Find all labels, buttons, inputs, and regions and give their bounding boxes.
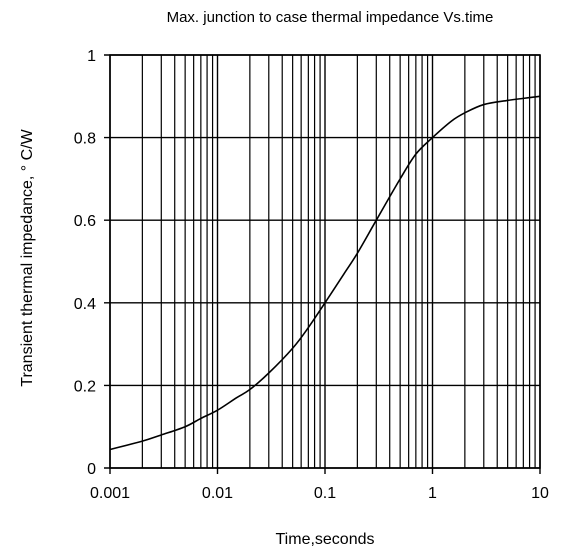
y-tick-label: 0.8	[74, 131, 96, 148]
plot-frame	[109, 54, 541, 469]
x-tick-label: 0.1	[314, 485, 336, 502]
minor-gridlines	[141, 55, 536, 468]
x-tick-label: 1	[428, 485, 437, 502]
y-tick-label: 0	[87, 461, 96, 478]
x-axis-label: Time,seconds	[276, 531, 375, 548]
impedance-curve	[109, 95, 541, 451]
y-tick-labels: 0 0.2 0.4 0.6 0.8 1	[74, 48, 96, 478]
y-axis-label: Transient thermal impedance, ° C/W	[19, 128, 36, 386]
x-tick-labels: 0.001 0.01 0.1 1 10	[90, 485, 549, 502]
y-tick-label: 0.4	[74, 296, 96, 313]
x-tick-label: 0.01	[202, 485, 233, 502]
x-tick-label: 10	[531, 485, 549, 502]
y-tick-label: 0.6	[74, 213, 96, 230]
y-tick-label: 0.2	[74, 378, 96, 395]
y-tick-label: 1	[87, 48, 96, 65]
major-gridlines	[104, 54, 541, 474]
chart-title: Max. junction to case thermal impedance …	[167, 9, 494, 26]
x-tick-label: 0.001	[90, 485, 130, 502]
